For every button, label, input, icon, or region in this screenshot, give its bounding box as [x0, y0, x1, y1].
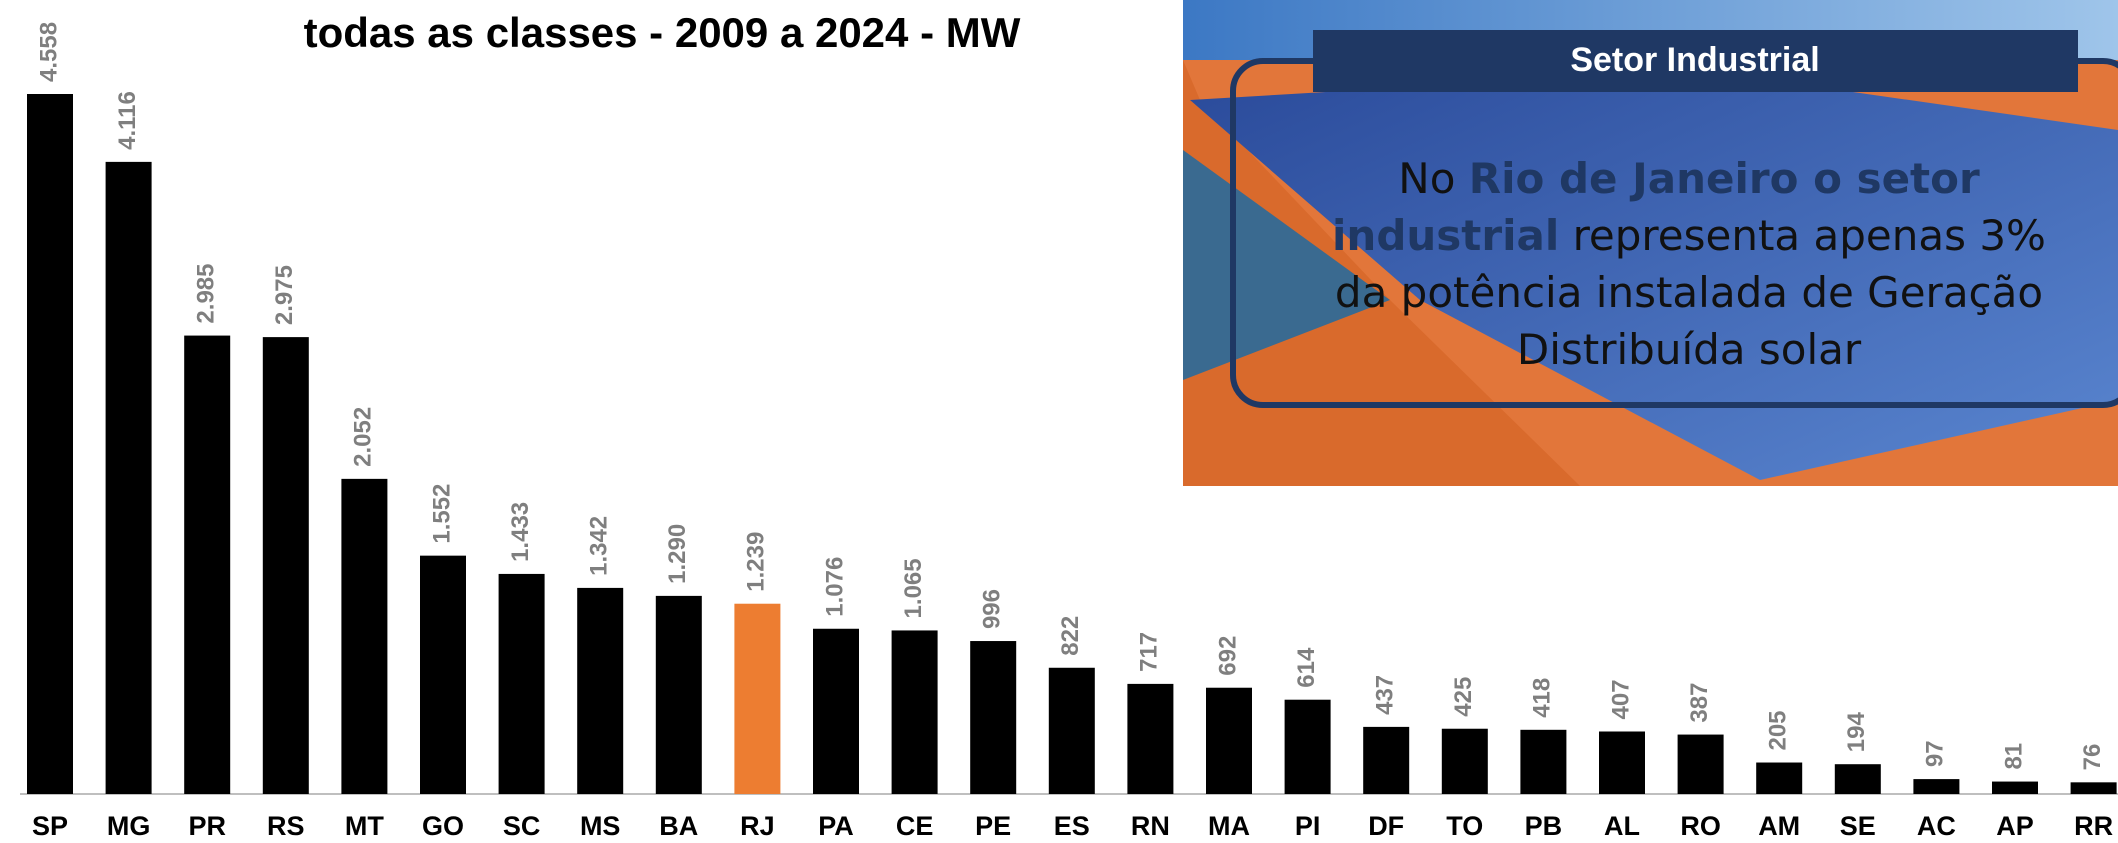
text-lead: No: [1398, 154, 1469, 203]
value-label: 418: [1529, 678, 1556, 718]
bar: [1363, 726, 1410, 794]
bar: [1756, 762, 1803, 794]
x-tick-label: AL: [1604, 811, 1640, 841]
x-tick-label: PR: [188, 811, 226, 841]
value-label: 822: [1057, 616, 1084, 656]
value-label: 2.975: [271, 265, 298, 325]
panel-text: No Rio de Janeiro o setor industrial rep…: [1309, 150, 2069, 378]
x-tick-label: BA: [659, 811, 698, 841]
x-tick-label: GO: [422, 811, 464, 841]
value-label: 205: [1765, 710, 1792, 750]
bar: [498, 573, 545, 794]
value-label: 387: [1686, 683, 1713, 723]
bar: [891, 630, 938, 794]
value-label: 614: [1293, 647, 1320, 688]
bar: [2070, 782, 2117, 794]
value-label: 1.552: [428, 484, 455, 544]
x-tick-label: SP: [32, 811, 68, 841]
bar: [734, 603, 781, 794]
text-highlight: Rio de Janeiro o setor industrial: [1332, 154, 1980, 260]
value-label: 425: [1450, 677, 1477, 717]
value-label: 2.985: [193, 264, 220, 324]
panel-title: Setor Industrial: [1570, 41, 1819, 79]
x-tick-label: RJ: [740, 811, 775, 841]
x-tick-label: SC: [503, 811, 541, 841]
value-label: 4.558: [35, 22, 62, 82]
x-tick-label: MG: [107, 811, 151, 841]
value-label: 1.290: [664, 524, 691, 584]
value-label: 4.116: [114, 91, 141, 150]
bar: [1992, 781, 2038, 794]
x-tick-label: DF: [1368, 811, 1404, 841]
x-tick-label: AP: [1996, 811, 2034, 841]
bar: [1599, 731, 1645, 794]
x-tick-label: AM: [1758, 811, 1800, 841]
x-tick-label: ES: [1054, 811, 1090, 841]
bar: [970, 641, 1017, 794]
x-tick-label: MT: [345, 811, 384, 841]
value-label: 76: [2079, 744, 2106, 771]
bar: [1284, 699, 1331, 794]
bar: [262, 337, 309, 794]
bar: [813, 628, 859, 794]
bar: [184, 335, 231, 794]
x-tick-label: CE: [896, 811, 934, 841]
value-label: 437: [1372, 675, 1399, 715]
bar: [27, 94, 73, 794]
text-rest: representa apenas 3% da potência instala…: [1334, 211, 2046, 374]
x-tick-label: TO: [1446, 811, 1483, 841]
bar: [1677, 734, 1724, 794]
bar: [1834, 764, 1881, 794]
x-tick-label: PE: [975, 811, 1011, 841]
bar: [1520, 729, 1567, 794]
value-label: 1.065: [900, 558, 927, 618]
x-tick-label: PI: [1295, 811, 1321, 841]
bar: [1048, 667, 1095, 794]
value-label: 1.239: [743, 532, 770, 592]
bar: [1441, 728, 1488, 794]
x-tick-label: PA: [818, 811, 854, 841]
value-label: 2.052: [350, 407, 377, 467]
bar: [577, 587, 624, 794]
value-label: 407: [1607, 679, 1634, 719]
x-tick-label: RS: [267, 811, 305, 841]
chart-title: todas as classes - 2009 a 2024 - MW: [304, 9, 1021, 56]
bar: [105, 161, 152, 795]
value-label: 1.342: [586, 516, 613, 576]
x-tick-label: SE: [1840, 811, 1876, 841]
bar: [1913, 779, 1960, 794]
value-label: 1.433: [507, 502, 534, 562]
x-tick-label: RN: [1131, 811, 1170, 841]
x-tick-label: MS: [580, 811, 621, 841]
bar: [1127, 683, 1174, 794]
bar: [341, 478, 388, 794]
x-tick-label: RR: [2074, 811, 2113, 841]
bar: [655, 595, 702, 794]
value-label: 194: [1843, 712, 1870, 753]
value-label: 996: [979, 589, 1006, 629]
x-tick-label: AC: [1917, 811, 1956, 841]
value-label: 692: [1214, 636, 1241, 676]
value-label: 97: [1922, 740, 1949, 767]
value-label: 1.076: [821, 557, 848, 617]
value-label: 717: [1136, 632, 1163, 672]
value-label: 81: [2000, 743, 2027, 770]
panel-title-bar: [1313, 30, 2078, 92]
x-tick-label: MA: [1208, 811, 1250, 841]
bar: [1206, 687, 1252, 794]
x-tick-label: RO: [1680, 811, 1721, 841]
bar: [420, 555, 466, 794]
x-tick-label: PB: [1525, 811, 1563, 841]
